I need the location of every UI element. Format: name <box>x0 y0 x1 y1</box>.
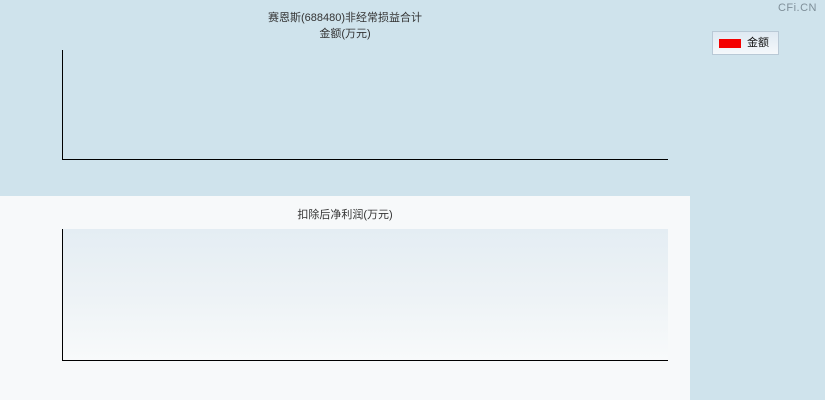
bottom-chart-y-axis <box>0 223 62 368</box>
legend-label: 金额 <box>747 37 769 49</box>
legend-top-item[interactable]: 金额 <box>719 36 769 50</box>
top-chart-x-axis <box>62 159 667 201</box>
top-chart-y-axis <box>0 44 62 164</box>
bottom-chart-bars <box>62 229 667 360</box>
bottom-chart-x-axis <box>62 360 667 390</box>
top-chart-bars <box>62 50 667 159</box>
top-chart-title: 赛恩斯(688480)非经常损益合计 <box>267 12 423 24</box>
bottom-chart-plot-area <box>62 229 668 361</box>
top-chart-plot-area <box>62 50 668 160</box>
legend-swatch-icon <box>719 38 741 48</box>
top-chart-legend[interactable]: 金额 <box>712 31 779 55</box>
site-watermark: CFi.CN <box>777 2 817 14</box>
bottom-chart-title: 扣除后净利润(万元) <box>297 209 393 221</box>
top-chart-subtitle: 金额(万元) <box>319 28 371 40</box>
chart-panel-nonrecurring-gains: 赛恩斯(688480)非经常损益合计 金额(万元) <box>0 0 690 200</box>
chart-panel-net-profit: 扣除后净利润(万元) <box>0 196 690 400</box>
